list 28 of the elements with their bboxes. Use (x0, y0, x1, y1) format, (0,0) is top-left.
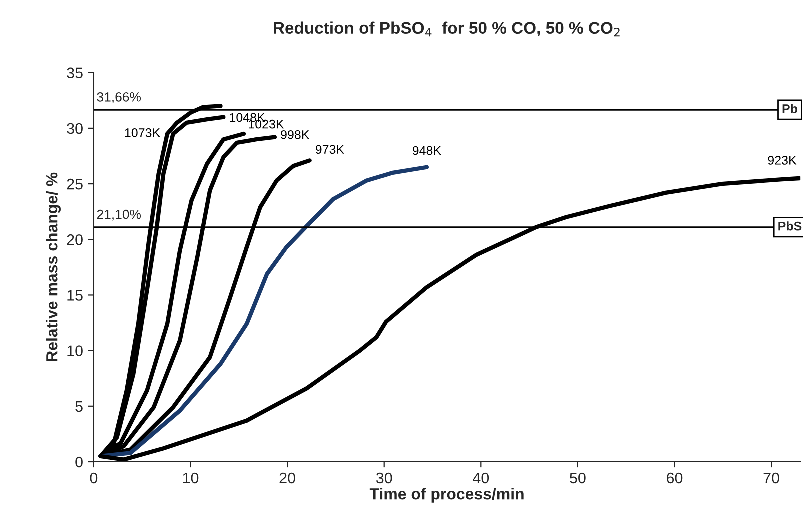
series-label: 973K (316, 145, 344, 154)
ref-line-label: PbS (778, 222, 802, 231)
y-tick-label: 30 (67, 123, 83, 134)
ref-line-label: Pb (782, 104, 798, 114)
x-tick-label: 0 (90, 472, 98, 484)
annotation: 31,66% (97, 92, 142, 104)
y-tick-label: 20 (67, 234, 83, 246)
y-axis-title: Relative mass change/ % (46, 172, 61, 362)
x-tick-label: 40 (473, 472, 490, 484)
x-tick-label: 60 (667, 472, 683, 484)
x-tick-label: 10 (183, 472, 199, 484)
annotation: 21,10% (97, 210, 142, 221)
series-label: 1073K (125, 128, 160, 138)
x-tick-label: 50 (570, 472, 586, 484)
x-axis-title: Time of process/min (370, 488, 524, 503)
x-tick-label: 20 (280, 472, 296, 484)
series-label: 948K (412, 146, 442, 156)
y-tick-label: 10 (68, 346, 83, 357)
x-tick-label: 70 (764, 472, 780, 484)
series-label: 923K (768, 156, 797, 165)
y-tick-label: 5 (76, 401, 83, 412)
y-tick-label: 25 (67, 178, 83, 190)
series-label: 998K (281, 130, 310, 140)
y-tick-label: 0 (76, 456, 83, 468)
y-tick-label: 15 (68, 290, 83, 301)
chart-title: Reduction of PbSO$_{4}$ for 50 % CO, 50 % CO$_{2}$ (274, 22, 620, 37)
x-tick-label: 30 (376, 472, 392, 484)
y-tick-label: 35 (67, 68, 83, 79)
